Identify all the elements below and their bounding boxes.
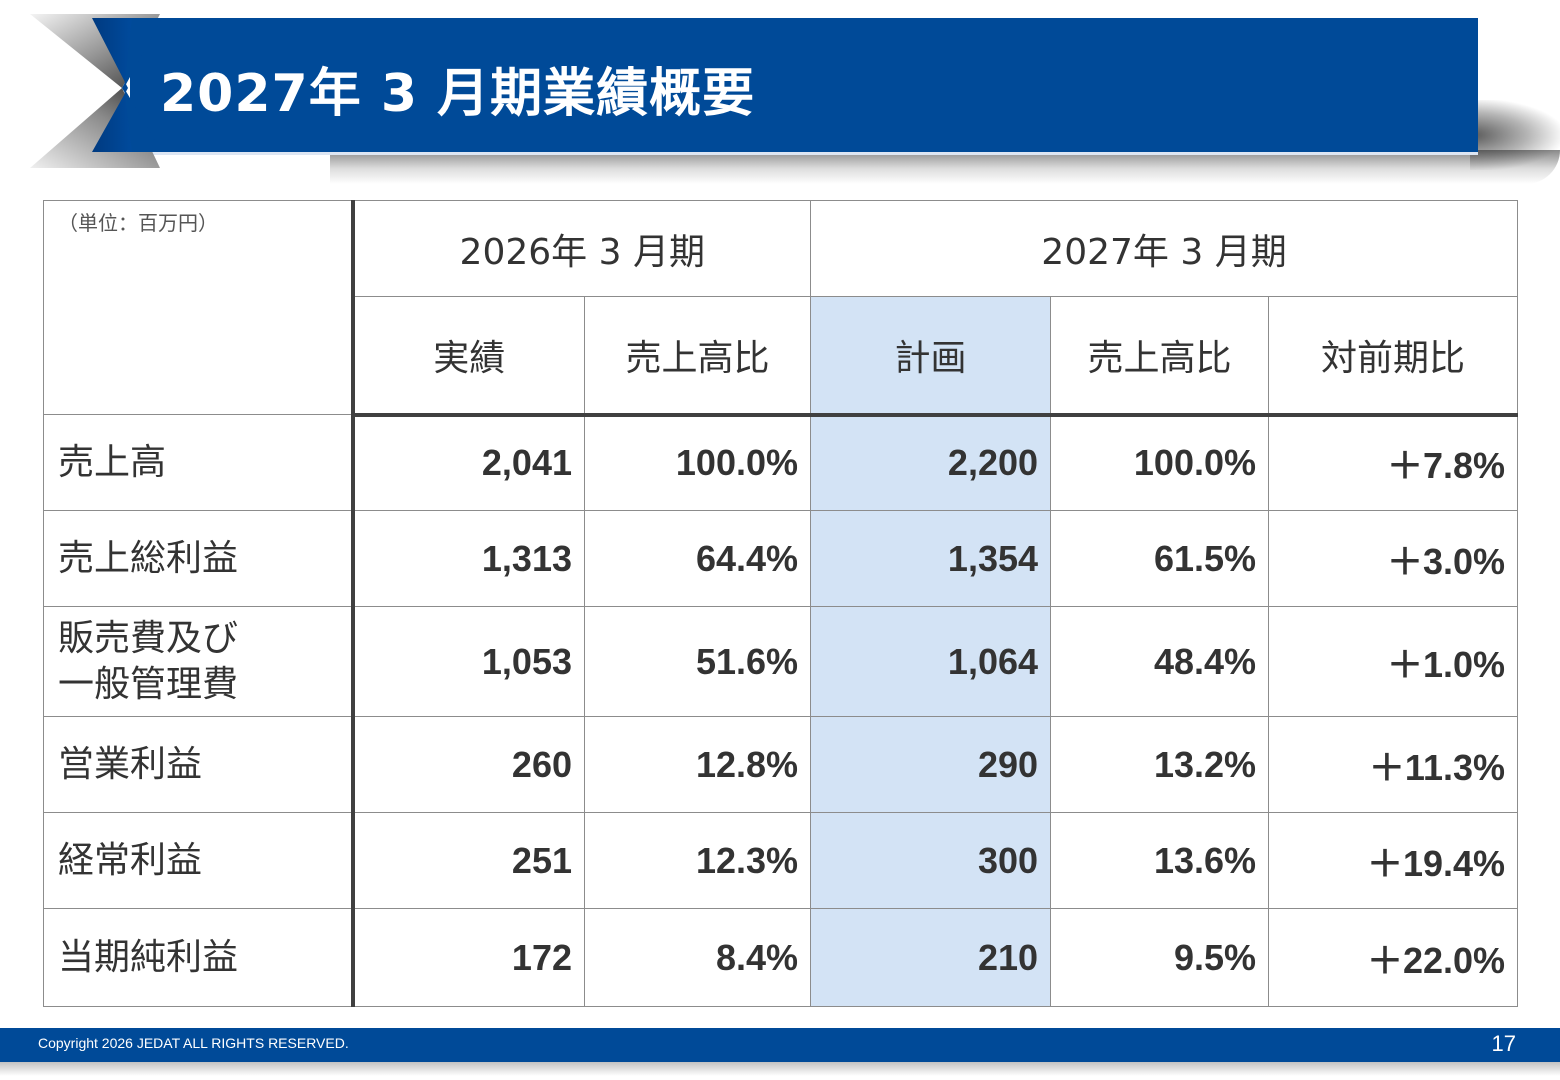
actual-ratio: 12.8% (583, 716, 812, 813)
page-number: 17 (1491, 1031, 1516, 1056)
subheader-ratio-prev: 売上高比 (583, 296, 812, 417)
row-label: 売上総利益 (43, 510, 355, 607)
plan-ratio: 13.6% (1050, 812, 1270, 909)
row-label-line1: 当期純利益 (58, 936, 239, 978)
plan-value: 2,200 (810, 414, 1052, 511)
subheader-ratio-next: 売上高比 (1050, 296, 1270, 417)
table-row: 当期純利益 172 8.4% 210 9.5% ＋22.0% (43, 908, 1519, 1007)
row-label-line1: 営業利益 (58, 743, 203, 785)
table-row: 売上高 2,041 100.0% 2,200 100.0% ＋7.8% (43, 414, 1519, 511)
row-label-line1: 経常利益 (58, 839, 203, 881)
yoy-value: ＋3.0% (1268, 510, 1519, 607)
actual-value: 1,313 (352, 510, 585, 607)
row-label-line1: 売上総利益 (58, 537, 239, 579)
plan-value: 290 (810, 716, 1052, 813)
row-label: 営業利益 (43, 716, 355, 813)
yoy-value: ＋22.0% (1268, 908, 1519, 1007)
plan-ratio: 100.0% (1050, 414, 1270, 511)
yoy-value: ＋11.3% (1268, 716, 1519, 813)
plan-ratio: 61.5% (1050, 510, 1270, 607)
footer-shadow (0, 1062, 1560, 1076)
actual-ratio: 51.6% (583, 606, 812, 717)
actual-value: 260 (352, 716, 585, 813)
table-row: 販売費及び 一般管理費 1,053 51.6% 1,064 48.4% ＋1.0… (43, 606, 1519, 717)
table-row: 営業利益 260 12.8% 290 13.2% ＋11.3% (43, 716, 1519, 813)
actual-value: 251 (352, 812, 585, 909)
table-row: 売上総利益 1,313 64.4% 1,354 61.5% ＋3.0% (43, 510, 1519, 607)
subheader-yoy: 対前期比 (1268, 296, 1519, 417)
period-header-next: 2027年 3 月期 (810, 200, 1519, 297)
copyright-text: Copyright 2026 JEDAT ALL RIGHTS RESERVED… (38, 1035, 349, 1051)
table-row: 経常利益 251 12.3% 300 13.6% ＋19.4% (43, 812, 1519, 909)
banner-arrow-icon (30, 14, 162, 168)
row-label: 当期純利益 (43, 908, 355, 1007)
plan-value: 1,354 (810, 510, 1052, 607)
plan-value: 1,064 (810, 606, 1052, 717)
plan-ratio: 9.5% (1050, 908, 1270, 1007)
row-label: 経常利益 (43, 812, 355, 909)
results-table: （単位：百万円） 2026年 3 月期 2027年 3 月期 実績 売上高比 計… (43, 200, 1519, 1007)
banner-shadow-bottom (330, 150, 1560, 184)
actual-value: 1,053 (352, 606, 585, 717)
subheader-plan: 計画 (810, 296, 1052, 417)
row-label-line1: 売上高 (58, 441, 167, 483)
actual-value: 2,041 (352, 414, 585, 511)
period-header-prev: 2026年 3 月期 (351, 200, 812, 297)
actual-ratio: 12.3% (583, 812, 812, 909)
actual-value: 172 (352, 908, 585, 1007)
unit-label: （単位：百万円） (58, 211, 218, 235)
title-banner (130, 18, 1478, 152)
footer-bar: Copyright 2026 JEDAT ALL RIGHTS RESERVED… (0, 1028, 1560, 1062)
plan-ratio: 13.2% (1050, 716, 1270, 813)
plan-value: 210 (810, 908, 1052, 1007)
plan-ratio: 48.4% (1050, 606, 1270, 717)
row-label-line1: 販売費及び (58, 617, 239, 659)
row-label-line2: 一般管理費 (58, 663, 239, 705)
actual-ratio: 100.0% (583, 414, 812, 511)
yoy-value: ＋1.0% (1268, 606, 1519, 717)
actual-ratio: 64.4% (583, 510, 812, 607)
page-title: 2027年 3 月期業績概要 (160, 64, 756, 124)
plan-value: 300 (810, 812, 1052, 909)
yoy-value: ＋7.8% (1268, 414, 1519, 511)
yoy-value: ＋19.4% (1268, 812, 1519, 909)
actual-ratio: 8.4% (583, 908, 812, 1007)
row-label: 販売費及び 一般管理費 (43, 606, 355, 717)
row-label: 売上高 (43, 414, 355, 511)
subheader-actual: 実績 (352, 296, 585, 417)
unit-header-cell: （単位：百万円） (43, 200, 355, 415)
